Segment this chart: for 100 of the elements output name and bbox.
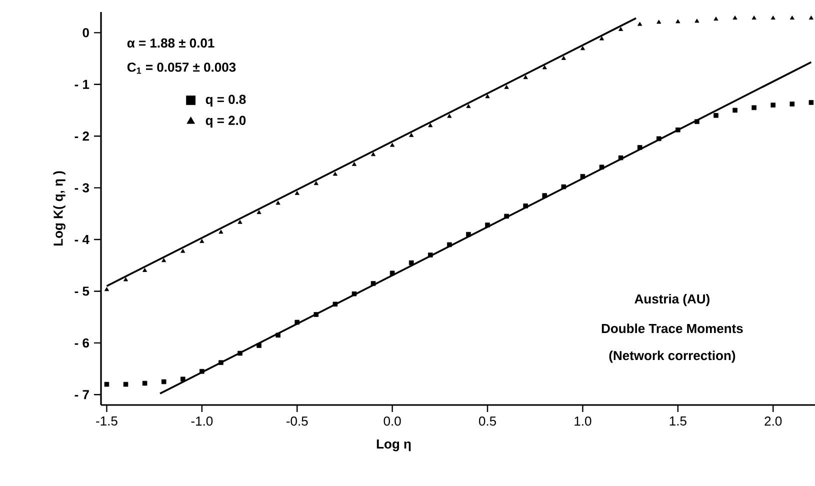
point [656,136,662,142]
point [104,382,110,387]
point [447,114,452,118]
point [770,102,776,108]
point [542,193,548,198]
point [808,100,814,105]
point [504,214,509,219]
point [580,46,585,50]
point [599,36,604,40]
point [542,65,547,70]
legend-label: q = 2.0 [206,116,246,128]
point [142,380,148,386]
x-tick-label: 1.0 [574,416,592,426]
point [218,360,224,365]
point [790,102,795,106]
point [428,123,433,128]
point [352,162,357,166]
point [618,155,624,160]
point [752,16,756,20]
y-tick-label: 0 [82,28,89,38]
point [523,75,528,80]
annotation: (Network correction) [609,350,736,363]
point [314,312,319,317]
x-tick-label: 0.5 [478,416,496,426]
y-tick-label: - 2 [74,132,89,141]
point [104,287,109,292]
point [447,242,452,248]
point [732,16,738,20]
point [466,232,471,237]
x-tick-label: -0.5 [286,416,308,426]
point [561,56,566,60]
x-tick-label: 0.0 [384,416,401,426]
point [390,270,395,276]
x-tick-label: 2.0 [764,416,782,426]
point [732,108,738,113]
point [676,19,680,24]
point [352,291,357,296]
point [408,260,414,266]
point [770,16,776,20]
point [409,132,414,137]
x-axis-title: Log η [376,440,411,452]
point [276,332,280,338]
point [161,379,166,384]
point [142,268,148,272]
annotation: Austria (AU) [634,294,710,306]
point [752,105,756,110]
point [676,127,680,132]
annotation: C$_{1}$ = 0.057 ± 0.003 [127,62,236,74]
annotation: α = 1.88 ± 0.01 [127,38,214,48]
point [599,164,604,170]
point [180,248,186,253]
point [714,16,718,21]
point [561,184,566,190]
point [638,22,642,26]
annotation: Double Trace Moments [602,324,743,334]
point [314,181,318,186]
point [656,20,662,24]
point [218,230,224,234]
x-tick-label: -1.0 [191,416,213,426]
point [238,220,242,224]
point [256,210,262,214]
x-tick-label: 1.5 [670,416,686,426]
point [523,204,528,208]
legend-label: q = 0.8 [206,94,246,107]
point [162,258,166,262]
y-tick-label: - 4 [74,235,90,244]
point [238,350,242,356]
point [714,113,718,118]
point [485,222,490,228]
point [332,172,338,176]
point [200,368,204,374]
point [294,320,300,325]
point [618,26,624,31]
point [694,18,700,23]
point [370,281,376,286]
point [428,252,433,258]
point [370,152,376,156]
point [200,238,204,243]
y-tick-label: - 7 [74,390,89,400]
point [466,104,471,108]
y-tick-label: - 1 [74,80,90,89]
point [180,376,186,382]
y-tick-label: - 5 [74,286,90,296]
point [694,119,700,124]
point [580,174,586,179]
y-tick-label: - 6 [74,338,89,348]
point [294,190,300,195]
y-tick-label: - 3 [74,183,89,192]
y-axis-title: Log K( q, η ) [53,171,66,246]
point [504,84,509,89]
point [790,16,794,20]
point [256,343,262,348]
x-tick-label: -1.5 [96,416,118,426]
point [637,145,642,150]
point [485,94,490,98]
point [332,302,338,307]
point [390,142,395,147]
point [276,200,280,205]
point [123,277,128,282]
point [123,382,128,387]
